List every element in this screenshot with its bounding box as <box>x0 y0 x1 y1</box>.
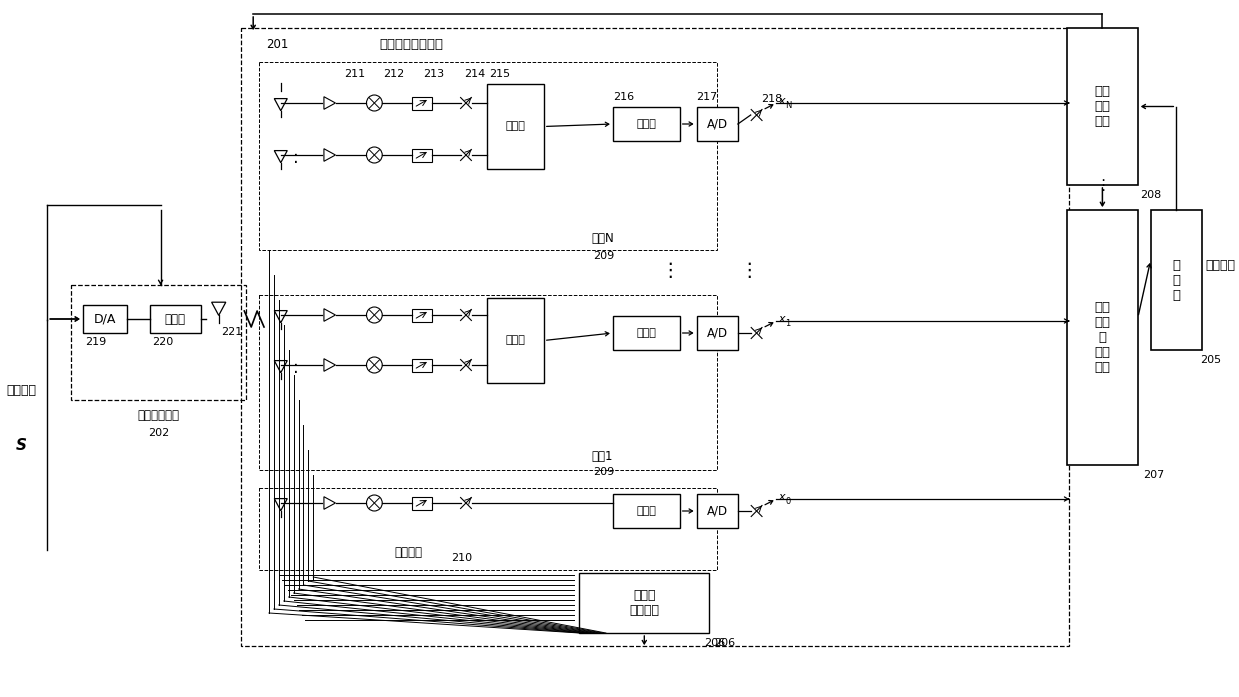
Bar <box>613 107 680 141</box>
Bar <box>411 358 431 372</box>
Text: 212: 212 <box>383 69 405 79</box>
Text: :: : <box>292 359 299 377</box>
Bar <box>411 309 431 321</box>
Text: 221: 221 <box>221 327 242 337</box>
Bar <box>150 305 201 333</box>
Text: 205: 205 <box>1199 355 1222 365</box>
Text: ⋮: ⋮ <box>660 261 680 279</box>
Text: 下变频: 下变频 <box>637 328 657 338</box>
Text: D/A: D/A <box>94 312 116 325</box>
Text: 202: 202 <box>147 428 170 438</box>
Bar <box>71 285 247 400</box>
Text: 伺服
控制
装置: 伺服 控制 装置 <box>1094 85 1110 128</box>
Text: x: x <box>778 492 786 502</box>
Text: 数据
发送
与
采集
装置: 数据 发送 与 采集 装置 <box>1094 301 1110 374</box>
Bar <box>259 488 717 570</box>
Text: S: S <box>16 438 27 452</box>
Bar <box>696 107 738 141</box>
Text: 校准结果: 校准结果 <box>1206 259 1235 272</box>
Text: 发射信标天线: 发射信标天线 <box>138 408 180 422</box>
Text: 1: 1 <box>786 319 790 328</box>
Text: 207: 207 <box>1142 470 1165 480</box>
Bar <box>411 496 431 510</box>
Text: 相控阵
波控装置: 相控阵 波控装置 <box>629 589 659 617</box>
Text: :: : <box>292 149 299 167</box>
Text: 208: 208 <box>1140 190 1161 200</box>
Bar <box>83 305 128 333</box>
Text: 被测接收天线阵列: 被测接收天线阵列 <box>379 38 444 50</box>
Text: 220: 220 <box>151 337 173 347</box>
Bar <box>411 96 431 109</box>
Text: 214: 214 <box>465 69 486 79</box>
Text: 参考阵元: 参考阵元 <box>394 546 422 560</box>
Bar <box>411 148 431 162</box>
Bar <box>696 494 738 528</box>
Bar <box>259 295 717 470</box>
Text: 206: 206 <box>714 638 736 648</box>
Text: 上变频: 上变频 <box>165 312 186 325</box>
Text: 计
算
机: 计 算 机 <box>1172 259 1181 302</box>
Text: 213: 213 <box>422 69 444 79</box>
Text: x: x <box>778 314 786 324</box>
Text: 合路器: 合路器 <box>506 335 525 346</box>
Text: 218: 218 <box>762 94 783 104</box>
Text: 217: 217 <box>696 92 717 102</box>
Bar <box>696 316 738 350</box>
Text: 211: 211 <box>344 69 366 79</box>
Text: 合路器: 合路器 <box>506 121 525 132</box>
Text: 209: 209 <box>593 251 615 261</box>
Bar <box>1067 28 1137 185</box>
Text: 子阵N: 子阵N <box>591 231 613 245</box>
Text: 0: 0 <box>786 496 790 505</box>
Text: 206: 206 <box>705 638 726 648</box>
Bar <box>613 316 680 350</box>
Text: 216: 216 <box>613 92 634 102</box>
Text: 下变频: 下变频 <box>637 119 657 129</box>
Text: 219: 219 <box>84 337 107 347</box>
Text: 标校信号: 标校信号 <box>6 383 37 397</box>
Text: 209: 209 <box>593 467 615 477</box>
Bar <box>613 494 680 528</box>
Bar <box>487 84 544 169</box>
Bar <box>487 298 544 383</box>
Text: N: N <box>786 100 792 109</box>
Text: 子阵1: 子阵1 <box>591 450 612 463</box>
Text: 215: 215 <box>488 69 509 79</box>
Text: ⋮: ⋮ <box>738 261 758 279</box>
Bar <box>1067 210 1137 465</box>
Bar <box>259 62 717 250</box>
Bar <box>580 573 709 633</box>
Text: 210: 210 <box>451 553 472 563</box>
Text: A/D: A/D <box>706 326 727 339</box>
Text: 201: 201 <box>266 38 289 50</box>
Text: A/D: A/D <box>706 505 727 517</box>
Text: ⋮: ⋮ <box>1095 178 1110 192</box>
Bar <box>242 28 1069 646</box>
Text: 下变频: 下变频 <box>637 506 657 516</box>
Bar <box>1151 210 1202 350</box>
Text: A/D: A/D <box>706 118 727 130</box>
Text: x: x <box>778 96 786 106</box>
